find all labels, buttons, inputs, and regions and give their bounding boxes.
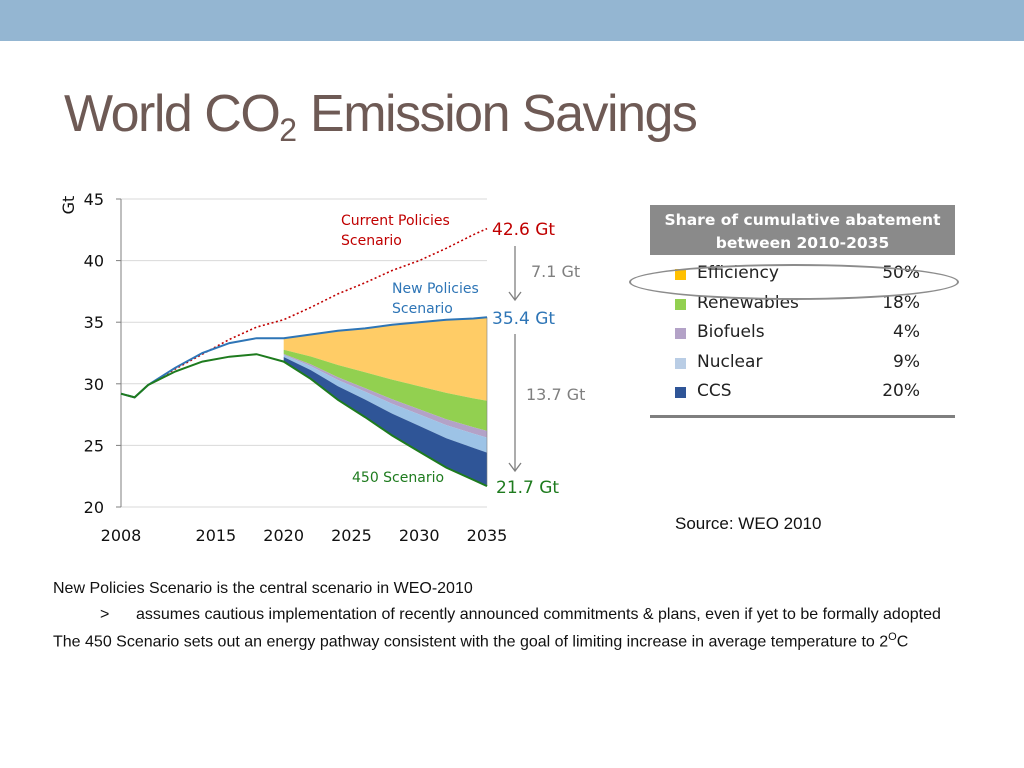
x-tick-label-2020: 2020 (263, 526, 304, 545)
gap-arrow-top-head (508, 291, 522, 302)
y-tick-label-30: 30 (84, 375, 104, 394)
note-new-policies-detail: > assumes cautious implementation of rece… (53, 604, 953, 626)
share-value-renewables: 18% (882, 292, 920, 313)
x-tick-label-2008: 2008 (101, 526, 142, 545)
share-row-nuclear: Nuclear 9% (650, 350, 955, 380)
x-tick-label-2025: 2025 (331, 526, 372, 545)
title-rest: Emission Savings (297, 85, 698, 143)
note-450-text: The 450 Scenario sets out an energy path… (53, 633, 889, 651)
slide-title: World CO2 Emission Savings (64, 84, 698, 149)
wedge-ccs (283, 357, 487, 487)
y-tick-label-35: 35 (84, 313, 104, 332)
note-450-sup: O (888, 631, 897, 643)
share-header: Share of cumulative abatement between 20… (650, 205, 955, 255)
note-new-policies: New Policies Scenario is the central sce… (53, 580, 473, 597)
series-line-new-policies (120, 316, 488, 399)
share-swatch-nuclear (675, 357, 686, 369)
wedge-nuclear (283, 354, 487, 453)
share-header-line1: Share of cumulative abatement (664, 211, 941, 229)
value-new-policies: 35.4 Gt (492, 309, 555, 329)
y-tick-label-20: 20 (84, 498, 104, 517)
share-value-ccs: 20% (882, 381, 920, 401)
wedge-efficiency (283, 317, 487, 401)
title-main: World CO (64, 85, 281, 143)
gap-label-bottom: 13.7 Gt (526, 385, 585, 404)
label-current-policies-2: Scenario (341, 233, 402, 249)
wedge-renewables (283, 349, 487, 431)
share-bottom-rule (650, 415, 955, 418)
y-tick-label-25: 25 (84, 436, 104, 455)
value-current-policies: 42.6 Gt (492, 220, 555, 240)
share-swatch-renewables (675, 298, 686, 310)
efficiency-highlight-ellipse (629, 264, 959, 300)
share-label-ccs: CCS (697, 381, 732, 401)
top-band (0, 0, 1024, 41)
share-label-biofuels: Biofuels (697, 322, 765, 342)
gap-label-top: 7.1 Gt (531, 262, 580, 281)
wedge-biofuels (283, 354, 487, 438)
share-value-nuclear: 9% (893, 351, 920, 372)
x-tick-label-2015: 2015 (196, 526, 237, 545)
y-axis-label: Gt (59, 196, 78, 215)
source-note: Source: WEO 2010 (675, 514, 822, 533)
share-panel: Share of cumulative abatement between 20… (629, 205, 959, 418)
series-line-450 (120, 353, 488, 488)
label-450-scenario: 450 Scenario (352, 470, 444, 486)
label-current-policies-1: Current Policies (341, 213, 450, 229)
share-row-biofuels: Biofuels 4% (650, 320, 955, 350)
note-450-end: C (896, 633, 909, 651)
share-value-biofuels: 4% (893, 322, 920, 342)
title-subscript: 2 (279, 112, 298, 148)
x-tick-label-2030: 2030 (399, 526, 440, 545)
note-450: The 450 Scenario sets out an energy path… (53, 626, 953, 653)
share-swatch-biofuels (675, 328, 686, 339)
share-swatch-ccs (675, 387, 686, 398)
bullet-arrow: > (100, 606, 110, 623)
x-tick-label-2035: 2035 (467, 526, 508, 545)
note-detail-text: assumes cautious implementation of recen… (136, 606, 941, 623)
y-tick-label-45: 45 (84, 190, 104, 209)
share-label-nuclear: Nuclear (697, 351, 763, 372)
share-row-ccs: CCS 20% (650, 379, 955, 409)
gap-arrow-bottom-head (508, 462, 522, 473)
series-line-current-policies (120, 227, 488, 399)
label-new-policies-2: Scenario (392, 301, 453, 317)
y-tick-label-40: 40 (84, 252, 104, 271)
notes: New Policies Scenario is the central sce… (53, 578, 953, 653)
label-new-policies-1: New Policies (392, 281, 479, 297)
value-450-scenario: 21.7 Gt (496, 478, 559, 498)
share-header-line2: between 2010-2035 (715, 234, 890, 252)
